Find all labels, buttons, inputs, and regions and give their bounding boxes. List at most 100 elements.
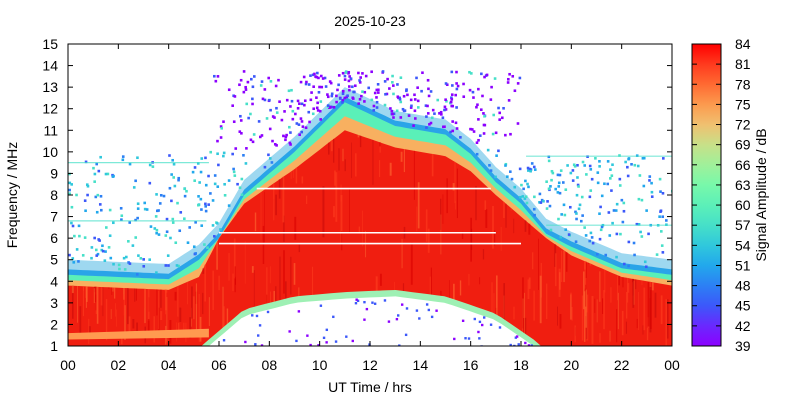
noise-point — [418, 317, 421, 320]
noise-point — [209, 192, 212, 195]
noise-point — [159, 193, 163, 197]
noise-point — [410, 104, 413, 108]
noise-point — [581, 160, 585, 164]
x-tick-label: 16 — [463, 357, 479, 373]
noise-point — [234, 147, 238, 150]
noise-point — [136, 216, 139, 220]
noise-point — [575, 193, 579, 197]
noise-point — [557, 185, 561, 188]
noise-point — [618, 177, 622, 181]
noise-point — [125, 255, 128, 259]
noise-point — [594, 157, 597, 160]
noise-point — [121, 158, 125, 162]
noise-point — [299, 80, 303, 84]
noise-point — [455, 82, 458, 85]
noise-point — [238, 186, 242, 190]
noise-point — [642, 156, 646, 160]
noise-point — [449, 100, 453, 104]
noise-point — [576, 183, 580, 187]
noise-point — [584, 234, 588, 237]
noise-point — [200, 157, 204, 160]
noise-point — [155, 228, 159, 232]
noise-point — [203, 243, 206, 246]
noise-point — [381, 70, 385, 73]
noise-point — [220, 126, 223, 130]
noise-point — [539, 201, 543, 204]
noise-point — [319, 304, 323, 307]
noise-point — [271, 115, 275, 118]
noise-point — [495, 154, 498, 157]
noise-point — [485, 73, 489, 77]
noise-point — [155, 209, 159, 213]
noise-point — [383, 299, 387, 302]
noise-point — [633, 253, 636, 257]
noise-point — [604, 253, 608, 257]
noise-point — [513, 344, 516, 346]
noise-point — [285, 98, 289, 102]
noise-point — [254, 343, 257, 346]
noise-point — [269, 108, 272, 112]
noise-point — [311, 73, 315, 77]
noise-point — [627, 264, 630, 268]
noise-point — [533, 195, 536, 199]
noise-point — [506, 81, 510, 84]
noise-point — [149, 225, 153, 228]
noise-point — [128, 221, 132, 224]
noise-point — [497, 149, 500, 153]
noise-point — [363, 100, 366, 103]
noise-point — [347, 71, 350, 75]
noise-point — [249, 138, 253, 142]
noise-point — [72, 261, 76, 264]
noise-point — [607, 211, 611, 214]
noise-point — [183, 194, 187, 198]
noise-point — [275, 144, 278, 147]
noise-point — [304, 82, 308, 86]
noise-point — [640, 235, 644, 238]
noise-point — [455, 87, 459, 91]
noise-point — [489, 98, 493, 101]
noise-point — [618, 184, 622, 187]
noise-point — [278, 100, 281, 103]
noise-point — [365, 307, 369, 311]
noise-point — [566, 164, 569, 167]
noise-point — [75, 193, 78, 197]
noise-point — [462, 95, 466, 99]
noise-point — [251, 97, 254, 101]
noise-point — [329, 106, 332, 109]
noise-point — [266, 310, 270, 314]
noise-point — [660, 244, 664, 247]
noise-point — [486, 148, 490, 152]
noise-point — [298, 133, 301, 137]
noise-point — [217, 163, 220, 167]
noise-point — [508, 72, 511, 76]
noise-point — [425, 303, 429, 306]
x-axis: 00 02 04 06 08 10 12 14 16 18 20 22 00 — [60, 44, 680, 373]
noise-point — [268, 98, 271, 102]
noise-point — [175, 264, 179, 267]
noise-point — [75, 248, 79, 251]
noise-point — [451, 84, 454, 87]
noise-point — [525, 201, 529, 205]
noise-point — [615, 232, 619, 236]
noise-point — [326, 104, 330, 107]
noise-point — [311, 112, 315, 116]
noise-point — [148, 163, 152, 167]
noise-point — [312, 107, 316, 111]
noise-point — [83, 236, 87, 239]
noise-point — [315, 96, 318, 99]
noise-point — [288, 125, 291, 129]
colorbar-gradient — [691, 43, 722, 347]
y-tick-label: 2 — [50, 316, 58, 332]
noise-point — [648, 179, 651, 182]
noise-point — [93, 180, 96, 183]
noise-point — [98, 239, 101, 242]
noise-point — [270, 161, 274, 164]
noise-point — [204, 156, 207, 160]
noise-point — [85, 183, 89, 186]
noise-point — [371, 301, 374, 304]
noise-point — [573, 164, 577, 168]
noise-point — [289, 131, 292, 134]
noise-point — [315, 75, 318, 79]
noise-point — [559, 235, 563, 239]
noise-point — [576, 176, 579, 179]
